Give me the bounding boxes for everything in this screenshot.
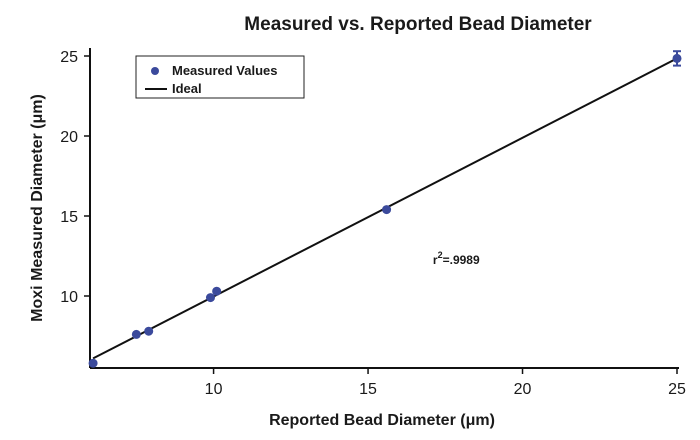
r-squared-annotation: r2=.9989: [433, 250, 480, 267]
data-point: [144, 326, 154, 336]
data-point: [131, 329, 141, 339]
data-point: [88, 358, 98, 368]
x-tick-label: 10: [205, 381, 223, 398]
r-squared-sup: 2: [438, 250, 443, 260]
y-tick-label: 20: [60, 129, 78, 146]
series-layer: [88, 50, 682, 368]
legend-label-measured: Measured Values: [172, 63, 278, 78]
legend: Measured Values Ideal: [135, 55, 305, 99]
x-axis-label: Reported Bead Diameter (μm): [269, 412, 495, 429]
y-axis-label: Moxi Measured Diameter (μm): [29, 94, 46, 322]
legend-box: [135, 55, 305, 99]
chart-title: Measured vs. Reported Bead Diameter: [244, 14, 592, 35]
data-point: [672, 53, 682, 63]
axes: [89, 48, 679, 369]
legend-marker-measured: [151, 67, 159, 75]
y-tick-label: 10: [60, 289, 78, 306]
axis-ticks: 10 15 20 25 10 15 20 25: [60, 49, 686, 398]
x-tick-label: 25: [668, 381, 686, 398]
y-tick-label: 25: [60, 49, 78, 66]
r-squared-value: =.9989: [443, 253, 480, 267]
data-point: [382, 205, 392, 215]
legend-label-ideal: Ideal: [172, 81, 202, 96]
y-tick-label: 15: [60, 209, 78, 226]
data-point: [212, 286, 222, 296]
r-squared-base: r: [433, 253, 438, 267]
x-tick-label: 20: [514, 381, 532, 398]
data-point: [205, 293, 215, 303]
x-tick-label: 15: [359, 381, 377, 398]
